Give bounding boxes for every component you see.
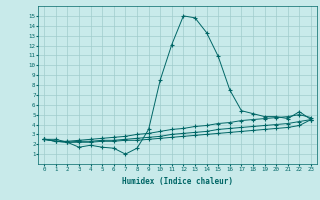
X-axis label: Humidex (Indice chaleur): Humidex (Indice chaleur) (122, 177, 233, 186)
